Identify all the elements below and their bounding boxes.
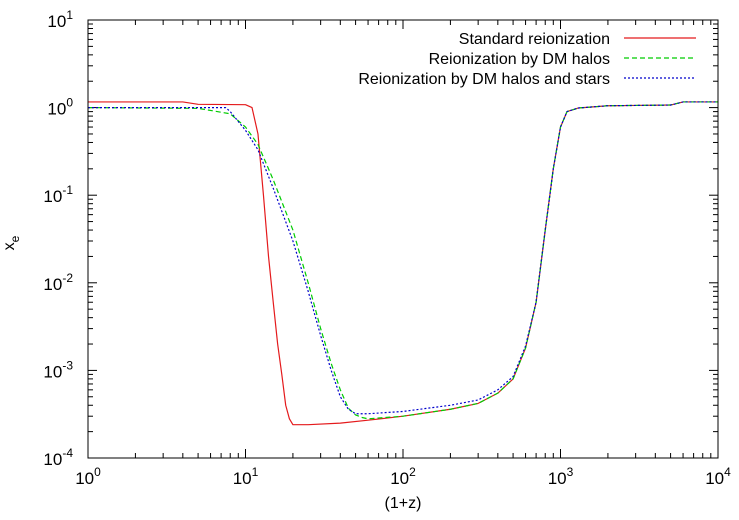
x-tick-label: 103 bbox=[548, 465, 574, 488]
y-tick-label-base: 10 bbox=[47, 100, 66, 119]
x-axis-label: (1+z) bbox=[385, 495, 422, 512]
legend-label: Reionization by DM halos and stars bbox=[358, 71, 610, 88]
legend: Standard reionization Reionization by DM … bbox=[358, 31, 696, 88]
x-tick-label: 102 bbox=[390, 465, 416, 488]
y-axis-label-sub: e bbox=[8, 235, 22, 242]
y-tick-label: 100 bbox=[47, 96, 73, 119]
y-tick-label: 10-4 bbox=[43, 446, 73, 469]
plot-frame bbox=[87, 19, 719, 459]
x-tick-label-exp: 0 bbox=[94, 465, 101, 479]
y-tick-label: 10-3 bbox=[43, 358, 73, 381]
x-tick-label-exp: 4 bbox=[724, 465, 731, 479]
x-tick-label-exp: 2 bbox=[409, 465, 416, 479]
y-tick-label-exp: -4 bbox=[62, 446, 73, 460]
y-axis-label-base: x bbox=[1, 242, 18, 250]
x-tick-label-base: 10 bbox=[705, 469, 724, 488]
x-tick-label: 100 bbox=[75, 465, 101, 488]
x-tick-label-base: 10 bbox=[75, 469, 94, 488]
y-tick-label: 10-1 bbox=[43, 183, 73, 206]
y-tick-label-base: 10 bbox=[43, 275, 62, 294]
series-layer bbox=[87, 101, 718, 426]
y-tick-label-base: 10 bbox=[43, 187, 62, 206]
y-tick-label-exp: -3 bbox=[62, 358, 73, 372]
y-tick-label-exp: -2 bbox=[62, 271, 73, 285]
y-tick-label-exp: 0 bbox=[66, 96, 73, 110]
legend-label: Standard reionization bbox=[459, 31, 610, 48]
legend-label: Reionization by DM halos bbox=[429, 51, 610, 68]
x-tick-label-base: 10 bbox=[548, 469, 567, 488]
ticks-layer bbox=[87, 20, 718, 459]
y-tick-label-base: 10 bbox=[43, 362, 62, 381]
series-line-3 bbox=[88, 101, 718, 415]
x-tick-label-exp: 1 bbox=[252, 465, 259, 479]
y-axis-label: xe bbox=[1, 235, 22, 250]
x-tick-label-base: 10 bbox=[390, 469, 409, 488]
x-tick-label: 104 bbox=[705, 465, 731, 488]
y-tick-label-exp: -1 bbox=[62, 183, 73, 197]
x-tick-label-exp: 3 bbox=[567, 465, 574, 479]
y-tick-label-exp: 1 bbox=[66, 8, 73, 22]
series-line-1 bbox=[88, 101, 718, 426]
x-tick-labels: 100 101 102 103 104 bbox=[75, 465, 731, 488]
x-tick-label: 101 bbox=[233, 465, 259, 488]
y-tick-label: 101 bbox=[47, 8, 73, 31]
y-tick-label-base: 10 bbox=[43, 450, 62, 469]
y-tick-label-base: 10 bbox=[47, 12, 66, 31]
series-line-2 bbox=[87, 101, 718, 420]
x-tick-label-base: 10 bbox=[233, 469, 252, 488]
y-tick-label: 10-2 bbox=[43, 271, 73, 294]
